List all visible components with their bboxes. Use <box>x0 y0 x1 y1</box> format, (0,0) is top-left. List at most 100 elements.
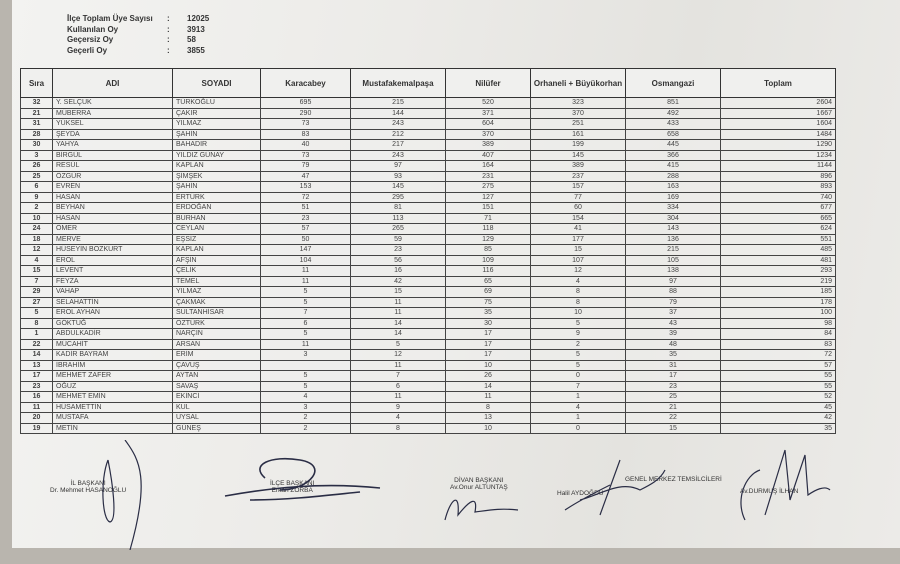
table-cell: 7 <box>20 275 53 287</box>
table-cell: 624 <box>720 223 836 235</box>
table-cell: 4 <box>530 275 626 287</box>
table-cell: 8 <box>350 422 446 434</box>
table-cell: 23 <box>20 380 53 392</box>
table-cell: 28 <box>20 128 53 140</box>
table-cell: 105 <box>625 254 721 266</box>
table-cell: 15 <box>625 422 721 434</box>
table-cell: 389 <box>445 139 531 151</box>
table-cell: 136 <box>625 233 721 245</box>
table-row: 14 KADİR BAYRAM ERİM 3 12 17 5 35 72 <box>20 349 836 361</box>
table-row: 6 EVREN ŞAHİN 153 145 275 157 163 893 <box>20 181 836 193</box>
signature-scribble-aydogdu <box>564 459 666 516</box>
summary-value: 3855 <box>187 45 205 55</box>
table-cell: 60 <box>530 202 626 214</box>
table-cell: 185 <box>720 286 836 298</box>
table-cell: 2 <box>260 422 351 434</box>
table-cell: EROL AYHAN <box>52 307 173 319</box>
table-cell: GÖKTUĞ <box>52 317 173 329</box>
table-cell: 35 <box>445 307 531 319</box>
table-cell: 13 <box>20 359 53 371</box>
table-cell: 83 <box>720 338 836 350</box>
table-cell: ÖZTÜRK <box>172 317 261 329</box>
table-cell: 16 <box>20 391 53 403</box>
table-cell: 5 <box>530 349 626 361</box>
table-cell: 97 <box>350 160 446 172</box>
table-cell: 1484 <box>720 128 836 140</box>
table-cell: ERİM <box>172 349 261 361</box>
colon: : <box>167 45 170 55</box>
table-cell: 39 <box>625 328 721 340</box>
table-cell: 665 <box>720 212 836 224</box>
signature-title: İL BAŞKANI <box>70 480 106 487</box>
table-row: 21 MÜBERRA ÇAKIR 290 144 371 370 492 1667 <box>20 107 836 119</box>
table-cell: 169 <box>625 191 721 203</box>
summary-value: 58 <box>187 35 196 44</box>
table-cell: 5 <box>20 307 53 319</box>
table-cell: 6 <box>20 181 53 193</box>
table-cell: 2 <box>20 202 53 214</box>
table-cell: 97 <box>625 275 721 287</box>
table-cell: 9 <box>530 328 626 340</box>
column-header: Mustafakemalpaşa <box>350 68 446 98</box>
table-row: 3 BİRGÜL YILDIZ GÜNAY 73 243 407 145 366 1234 <box>20 149 836 161</box>
table-cell: 88 <box>625 286 721 298</box>
table-cell: 72 <box>260 191 351 203</box>
table-cell: 30 <box>445 317 531 329</box>
signature-scribble-il <box>102 440 142 550</box>
table-cell: 145 <box>530 149 626 161</box>
table-cell: 17 <box>625 370 721 382</box>
table-cell: 55 <box>720 380 836 392</box>
table-cell: ŞEYDA <box>52 128 173 140</box>
table-cell: 84 <box>720 328 836 340</box>
table-row: 11 HÜSAMETTİN KUL 3 9 8 4 21 45 <box>20 401 836 413</box>
signature-name: Erkan ZORBA <box>271 487 313 494</box>
table-row: 18 MERVE EŞSİZ 50 59 129 177 136 551 <box>20 233 836 245</box>
table-cell: 215 <box>625 244 721 256</box>
table-cell: ERTÜRK <box>172 191 261 203</box>
table-cell: 304 <box>625 212 721 224</box>
table-cell: 4 <box>260 391 351 403</box>
signature-title: GENEL MERKEZ TEMSİLCİLERİ <box>625 476 722 483</box>
table-cell: İBRAHİM <box>52 359 173 371</box>
table-cell: 11 <box>350 391 446 403</box>
table-cell: 138 <box>625 265 721 277</box>
table-cell: 370 <box>445 128 531 140</box>
table-cell: 43 <box>625 317 721 329</box>
signature-ilce-baskani: İLÇE BAŞKANI Erkan ZORBA <box>270 480 314 494</box>
table-row: 15 LEVENT ÇELİK 11 16 116 12 138 293 <box>20 265 836 277</box>
table-cell: 48 <box>625 338 721 350</box>
table-cell: 3 <box>260 401 351 413</box>
table-cell: KAPLAN <box>172 160 261 172</box>
table-cell: BAHADIR <box>172 139 261 151</box>
signature-aydogdu: Halil AYDOĞDU <box>557 490 603 497</box>
table-cell: 7 <box>530 380 626 392</box>
table-cell: MUSTAFA <box>52 412 173 424</box>
table-row: 10 HASAN BURHAN 23 113 71 154 304 665 <box>20 212 836 224</box>
table-cell: 11 <box>20 401 53 413</box>
summary-value: 12025 <box>187 14 210 23</box>
table-row: 8 GÖKTUĞ ÖZTÜRK 6 14 30 5 43 98 <box>20 317 836 329</box>
table-cell: 116 <box>445 265 531 277</box>
table-cell: 161 <box>530 128 626 140</box>
table-row: 4 EROL AFŞİN 104 56 109 107 105 481 <box>20 254 836 266</box>
table-cell: 445 <box>625 139 721 151</box>
table-cell: 212 <box>350 128 446 140</box>
table-cell: 10 <box>445 422 531 434</box>
signature-scribble-ilce <box>224 457 381 501</box>
signature-scribble-divan <box>444 499 519 521</box>
table-cell: 29 <box>20 286 53 298</box>
summary-label: Geçersiz Oy <box>67 35 114 44</box>
signature-scribble-ilhan <box>740 449 831 521</box>
table-cell: 47 <box>260 170 351 182</box>
table-cell: 83 <box>260 128 351 140</box>
table-cell: 370 <box>530 107 626 119</box>
table-cell: 104 <box>260 254 351 266</box>
summary-value: 3913 <box>187 24 205 34</box>
table-cell: ERDOĞAN <box>172 202 261 214</box>
table-cell: 237 <box>530 170 626 182</box>
table-cell: NARÇIN <box>172 328 261 340</box>
table-cell: 129 <box>445 233 531 245</box>
table-cell: 219 <box>720 275 836 287</box>
column-header: Nilüfer <box>445 68 531 98</box>
table-cell: 1 <box>530 391 626 403</box>
